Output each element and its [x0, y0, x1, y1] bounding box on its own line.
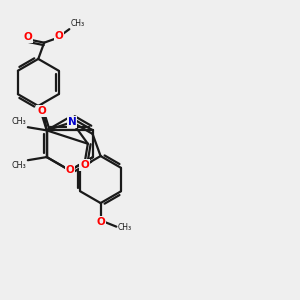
Text: CH₃: CH₃ — [71, 19, 85, 28]
Text: O: O — [55, 32, 64, 41]
Text: O: O — [37, 106, 46, 116]
Text: N: N — [68, 117, 76, 127]
Text: O: O — [23, 32, 32, 42]
Text: O: O — [96, 217, 105, 227]
Text: CH₃: CH₃ — [12, 161, 27, 170]
Text: O: O — [65, 165, 74, 176]
Text: CH₃: CH₃ — [118, 223, 132, 232]
Text: O: O — [80, 160, 89, 170]
Text: CH₃: CH₃ — [12, 117, 27, 126]
